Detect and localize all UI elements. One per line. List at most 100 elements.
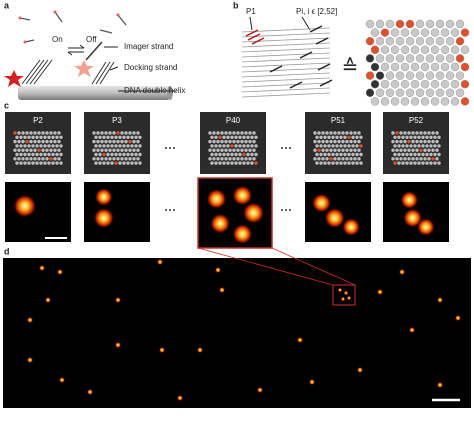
frame: P2: [5, 112, 71, 242]
hotspot: [400, 190, 419, 210]
site: [31, 161, 35, 165]
site: [17, 148, 21, 152]
site: [244, 139, 248, 144]
dye-on: [4, 70, 24, 87]
site: [357, 131, 361, 135]
site: [100, 157, 104, 161]
site: [431, 131, 435, 135]
site: [355, 144, 359, 148]
site: [212, 148, 216, 152]
origami-site: [415, 88, 425, 98]
origami-site: [410, 28, 420, 37]
site: [214, 161, 218, 165]
site: [403, 157, 407, 161]
site: [409, 152, 413, 157]
origami-site: [390, 97, 400, 106]
spot: [337, 287, 343, 293]
site: [94, 152, 98, 157]
site: [106, 152, 110, 157]
site: [238, 135, 242, 139]
sheet-line: [241, 87, 331, 93]
site: [120, 148, 124, 152]
site: [55, 135, 59, 139]
site: [96, 148, 100, 152]
site: [254, 152, 258, 157]
site: [401, 161, 405, 165]
hotspot: [324, 207, 346, 229]
hotspot: [12, 194, 37, 218]
site: [353, 157, 357, 161]
site: [134, 152, 138, 157]
site: [35, 135, 39, 139]
site: [128, 148, 132, 152]
site: [357, 139, 361, 144]
site: [41, 139, 45, 144]
label-pi: Pi, i ϵ [2,52]: [296, 7, 337, 16]
site: [244, 157, 248, 161]
spot: [257, 387, 263, 393]
hotspot: [232, 223, 253, 245]
site: [224, 131, 228, 135]
site: [313, 148, 317, 152]
label-off: Off: [86, 35, 97, 44]
site: [108, 131, 112, 135]
site: [347, 135, 351, 139]
site: [355, 161, 359, 165]
frame: P52: [383, 112, 449, 242]
site: [226, 161, 230, 165]
site: [220, 131, 224, 135]
site: [120, 139, 124, 144]
site: [244, 131, 248, 135]
site: [230, 152, 234, 157]
origami-site: [420, 62, 430, 72]
site: [327, 152, 331, 157]
site: [128, 139, 132, 144]
site: [222, 135, 226, 139]
site: [248, 148, 252, 152]
origami-site: [430, 79, 440, 89]
ellipsis-dot: [169, 147, 171, 149]
site: [417, 144, 421, 148]
spot: [57, 269, 63, 275]
site: [321, 148, 325, 152]
origami-site: [440, 28, 450, 37]
site: [120, 157, 124, 161]
origami-site: [425, 71, 435, 80]
ellipsis-dot: [285, 209, 287, 211]
site: [427, 157, 431, 161]
site: [114, 152, 118, 157]
site: [214, 144, 218, 148]
site: [415, 139, 419, 144]
site: [51, 144, 55, 148]
site: [94, 144, 98, 148]
zoom-line: [271, 247, 356, 286]
site: [341, 157, 345, 161]
site: [102, 135, 106, 139]
site: [21, 139, 25, 144]
site: [349, 131, 353, 135]
origami-site: [390, 45, 400, 54]
site: [226, 152, 230, 157]
origami-site: [370, 97, 380, 106]
site: [254, 144, 258, 148]
site: [112, 148, 116, 152]
site: [45, 157, 49, 161]
site: [55, 152, 59, 157]
site: [246, 144, 250, 148]
site: [15, 152, 19, 157]
site: [355, 152, 359, 157]
site: [435, 131, 439, 135]
site: [421, 152, 425, 157]
site: [25, 157, 29, 161]
spot: [27, 357, 33, 363]
site: [234, 144, 238, 148]
site: [427, 148, 431, 152]
panel-label: b: [233, 0, 239, 10]
origami-site: [420, 97, 430, 106]
site: [35, 144, 39, 148]
site: [421, 144, 425, 148]
site: [59, 144, 63, 148]
origami-site: [395, 54, 405, 63]
label-helix: DNA double helix: [124, 86, 185, 95]
frame-label: P40: [226, 116, 241, 125]
